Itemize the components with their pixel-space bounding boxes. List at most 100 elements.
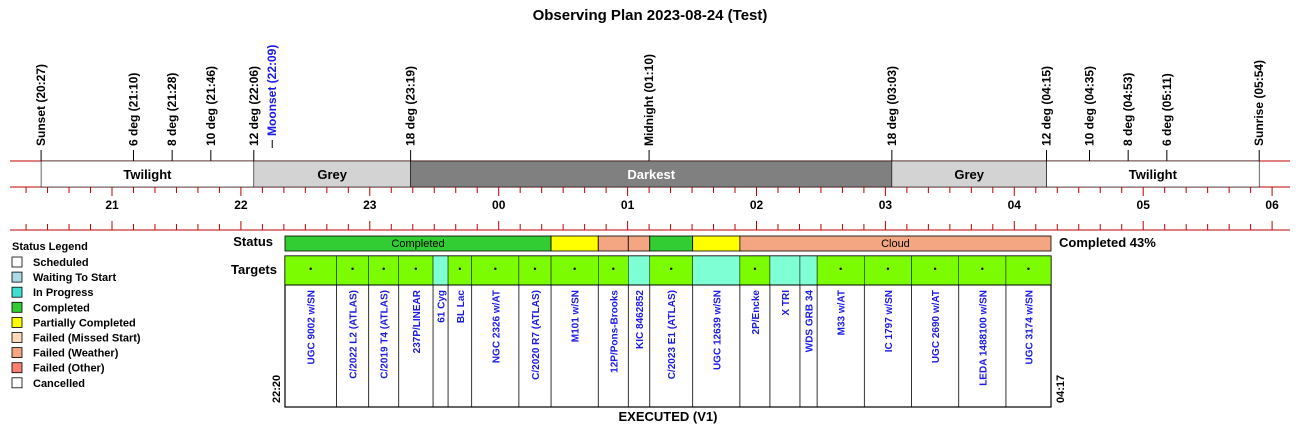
target-marker: •: [309, 264, 312, 274]
hour-label: 02: [750, 198, 764, 212]
target-name[interactable]: UGC 9002 w/SN: [307, 290, 318, 364]
target-block: [739, 255, 771, 286]
legend-title: Status Legend: [12, 241, 88, 253]
target-name[interactable]: KIC 8462852: [635, 290, 646, 349]
target-marker: •: [533, 264, 536, 274]
target-marker: •: [670, 264, 673, 274]
target-block: [958, 255, 1007, 286]
target-name[interactable]: M101 w/SN: [571, 290, 582, 342]
target-marker: •: [839, 264, 842, 274]
target-name[interactable]: X TRI: [781, 290, 792, 316]
target-block: [649, 255, 693, 286]
status-segment: [597, 235, 629, 252]
target-marker: •: [886, 264, 889, 274]
target-marker: •: [934, 264, 937, 274]
target-block: [769, 255, 801, 286]
targets-row: • UGC 9002 w/SN • C/2022 L2 (ATLAS) • C/2019 …: [284, 255, 1052, 408]
event-label: Sunset (20:27): [34, 64, 48, 146]
target-block: [1005, 255, 1052, 286]
target-name[interactable]: UGC 3174 w/SN: [1024, 290, 1035, 364]
event-label: Moonset (22:09): [265, 45, 279, 136]
status-segment: [692, 235, 741, 252]
target-marker: •: [382, 264, 385, 274]
targets-row-label: Targets: [231, 262, 277, 277]
hour-label: 03: [879, 198, 893, 212]
legend-item-label: In Progress: [33, 287, 94, 299]
legend-item-label: Scheduled: [33, 257, 89, 269]
target-marker: •: [573, 264, 576, 274]
legend-item-label: Failed (Other): [33, 363, 105, 375]
target-marker: •: [1027, 264, 1030, 274]
status-segment-label: Cloud: [881, 238, 910, 250]
hour-label: 21: [105, 198, 119, 212]
event-label: 18 deg (23:19): [404, 66, 418, 146]
legend-item-label: Failed (Weather): [33, 348, 119, 360]
hour-label: 00: [492, 198, 506, 212]
target-name[interactable]: IC 1797 w/SN: [884, 290, 895, 352]
status-summary: Completed 43%: [1059, 235, 1156, 250]
legend-swatch: [11, 332, 23, 343]
event-label: 12 deg (04:15): [1040, 66, 1054, 146]
event-label: 10 deg (04:35): [1082, 66, 1096, 146]
hour-axis: 21 22 23 00 01 02 03 04 05 06: [10, 187, 1290, 231]
target-name[interactable]: C/2019 T4 (ATLAS): [380, 290, 391, 379]
status-segment: [627, 235, 651, 252]
target-block: [284, 255, 337, 286]
target-name[interactable]: C/2022 L2 (ATLAS): [349, 290, 360, 379]
event-label: 6 deg (21:10): [126, 73, 140, 146]
target-block: [911, 255, 959, 286]
sky-phase-label: Grey: [954, 167, 984, 182]
target-name[interactable]: C/2020 R7 (ATLAS): [531, 290, 542, 380]
event-label: 10 deg (21:46): [204, 66, 218, 146]
hour-label: 05: [1137, 198, 1151, 212]
plan-title: Observing Plan 2023-08-24 (Test): [533, 7, 768, 24]
hour-label: 22: [234, 198, 248, 212]
target-name[interactable]: UGC 12639 w/SN: [712, 290, 723, 370]
sky-phase-segment: [410, 160, 893, 188]
target-marker: •: [458, 264, 461, 274]
status-row: Completed Cloud: [284, 235, 1052, 252]
target-name[interactable]: C/2023 E1 (ATLAS): [667, 290, 678, 379]
target-name[interactable]: UGC 2690 w/AT: [931, 290, 942, 363]
legend-swatch: [11, 362, 23, 374]
night-events: Sunset (20:27) 6 deg (21:10) 8 deg (21:28)…: [34, 45, 1266, 161]
sky-phase-label: Twilight: [1129, 167, 1178, 182]
target-name[interactable]: 12P/Pons-Brooks: [609, 290, 620, 373]
event-label: 8 deg (21:28): [165, 73, 179, 146]
plan-end-time: 04:17: [1055, 375, 1067, 403]
target-name[interactable]: 237P/LINEAR: [412, 289, 423, 353]
target-name[interactable]: 61 Cyg: [437, 290, 448, 323]
plan-start-time: 22:20: [271, 375, 283, 403]
target-name[interactable]: LEDA 1488100 w/SN: [978, 290, 989, 386]
target-name[interactable]: M33 w/AT: [837, 290, 848, 335]
target-block: [628, 255, 651, 286]
target-name[interactable]: WDS GRB 34: [805, 290, 816, 353]
target-name[interactable]: 2P/Encke: [751, 290, 762, 335]
event-label: Midnight (01:10): [642, 54, 656, 146]
legend-swatch: [11, 316, 23, 328]
target-marker: •: [351, 264, 354, 274]
hour-label: 23: [363, 198, 377, 212]
legend-swatch: [11, 347, 23, 359]
status-segment: [649, 235, 694, 252]
target-name[interactable]: BL Lac: [456, 290, 467, 324]
status-row-label: Status: [233, 234, 273, 249]
target-block: [368, 255, 399, 286]
target-block: [518, 255, 552, 286]
target-name[interactable]: NGC 2326 w/AT: [491, 290, 502, 363]
legend-swatch: [11, 377, 23, 389]
legend-swatch: [11, 271, 23, 283]
legend-item-label: Failed (Missed Start): [33, 333, 141, 345]
hour-label: 04: [1008, 198, 1022, 212]
legend-swatch: [11, 256, 23, 268]
status-legend: Status Legend Scheduled Waiting To Start I…: [11, 241, 141, 390]
target-block: [816, 255, 865, 286]
sky-phase-label: Twilight: [123, 167, 172, 182]
legend-item-label: Partially Completed: [33, 317, 136, 329]
hour-label: 06: [1265, 198, 1279, 212]
target-block: [692, 255, 741, 286]
event-label: 8 deg (04:53): [1121, 73, 1135, 146]
sky-phase-segment: [1046, 160, 1260, 188]
sky-phase-segment: [40, 160, 255, 188]
event-label: 12 deg (22:06): [247, 66, 261, 146]
